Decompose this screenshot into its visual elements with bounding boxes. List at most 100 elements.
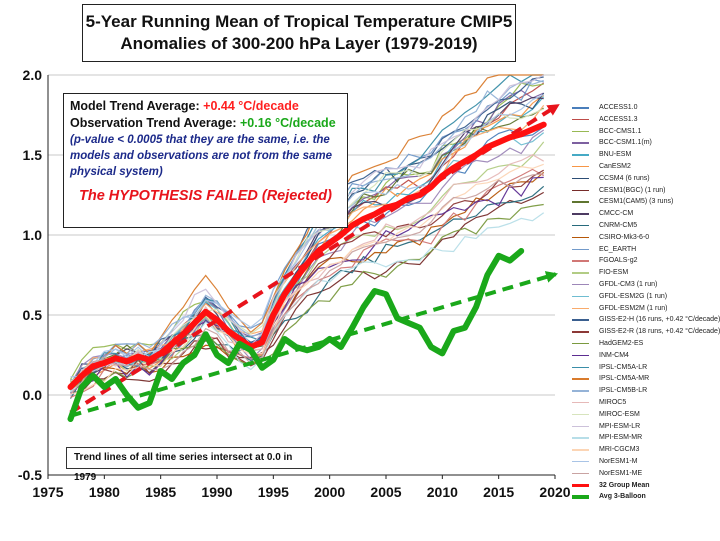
legend-item: CNRM-CM5: [572, 220, 718, 232]
y-tick-label: 2.0: [23, 67, 43, 83]
legend-swatch: [572, 130, 589, 133]
model-line-NorESM1-ME: [70, 173, 544, 395]
legend-swatch: [572, 354, 589, 357]
axis-layer: -0.5 0.0 0.5 1.0 1.5 2.0 1975 1980 1985 1990 1995 2…: [18, 67, 571, 500]
legend-item: CCSM4 (6 runs): [572, 173, 718, 185]
x-tick-label: 1995: [258, 484, 289, 500]
legend-swatch: [572, 272, 589, 274]
legend-swatch: [572, 248, 589, 251]
legend-swatch: [572, 401, 589, 404]
x-tick-label: 2015: [483, 484, 514, 500]
hypothesis-result: The HYPOTHESIS FAILED (Rejected): [79, 188, 332, 204]
legend-label: BCC-CMS1.1: [599, 127, 642, 135]
legend-item: ACCESS1.3: [572, 114, 718, 126]
legend-item: GISS-E2-R (18 runs, +0.42 °C/decade): [572, 326, 720, 338]
legend-item: INM-CM4: [572, 350, 718, 362]
y-tick-label: 1.0: [23, 227, 43, 243]
model-line-GFDL-ESM2M (1 run): [70, 104, 545, 387]
legend-item: CanESM2: [572, 161, 718, 173]
model-line-CESM1(BGC) (1 run): [70, 191, 544, 393]
legend-label: HadGEM2-ES: [599, 339, 644, 347]
legend-label: GISS-E2-H (16 runs, +0.42 °C/decade): [599, 316, 720, 324]
legend-item: MRI-CGCM3: [572, 444, 718, 456]
legend-item: CSIRO-Mk3-6-0: [572, 232, 718, 244]
legend-item: GISS-E2-H (16 runs, +0.42 °C/decade): [572, 314, 720, 326]
legend-label: EC_EARTH: [599, 245, 637, 253]
legend-label: MPI-ESM-LR: [599, 422, 641, 430]
legend-label: NorESM1-ME: [599, 469, 643, 477]
model-line-BCC-CSM1.1(m): [70, 89, 544, 381]
legend-label: FGOALS-g2: [599, 257, 638, 265]
legend-swatch: [572, 177, 589, 180]
legend-swatch: [572, 449, 589, 451]
obs-trend-label: Observation Trend Average:: [70, 116, 240, 130]
y-tick-label: 1.5: [23, 147, 43, 163]
legend-item: CESM1(CAM5) (3 runs): [572, 196, 718, 208]
legend-swatch: [572, 154, 589, 156]
legend-swatch: [572, 437, 589, 439]
legend-item: HadGEM2-ES: [572, 338, 718, 350]
legend-label: MPI-ESM-MR: [599, 434, 643, 442]
y-tick-label: -0.5: [18, 467, 42, 483]
series-layer: [67, 121, 547, 422]
legend-item: IPSL-CM5B-LR: [572, 385, 718, 397]
legend-label: NorESM1-M: [599, 457, 638, 465]
legend-label: GFDL-ESM2G (1 run): [599, 292, 668, 300]
x-tick-label: 2010: [427, 484, 458, 500]
chart-title-line-1: 5-Year Running Mean of Tropical Temperat…: [85, 12, 513, 31]
legend-label: GFDL-ESM2M (1 run): [599, 304, 668, 312]
legend-swatch: [572, 413, 589, 416]
chart-title-box: 5-Year Running Mean of Tropical Temperat…: [82, 4, 516, 62]
legend-label: BCC-CSM1.1(m): [599, 139, 652, 147]
legend-swatch: [572, 495, 589, 499]
legend: ACCESS1.0 ACCESS1.3 BCC-CMS1.1 BCC-CSM1.1(m…: [572, 102, 720, 503]
legend-swatch: [572, 307, 589, 310]
legend-label: CSIRO-Mk3-6-0: [599, 233, 650, 241]
model-line-CanESM2: [70, 94, 545, 388]
p-value-note: (p-value < 0.0005 that they are the same…: [70, 134, 333, 178]
legend-item: GFDL-CM3 (1 run): [572, 279, 718, 291]
legend-item: GFDL-ESM2M (1 run): [572, 303, 718, 315]
legend-swatch: [572, 236, 589, 239]
legend-swatch: [572, 331, 589, 333]
legend-swatch: [572, 460, 589, 463]
legend-swatch: [572, 189, 589, 192]
legend-swatch: [572, 201, 589, 203]
legend-label: ACCESS1.0: [599, 104, 638, 111]
legend-swatch: [572, 295, 589, 298]
legend-item: NorESM1-ME: [572, 468, 718, 480]
legend-label: CanESM2: [599, 162, 631, 170]
legend-swatch: [572, 366, 589, 369]
legend-swatch: [572, 483, 589, 487]
series-line-32-group-mean: [67, 121, 547, 390]
x-tick-label: 2020: [539, 484, 570, 500]
legend-label: CESM1(BGC) (1 run): [599, 186, 666, 194]
legend-item: MPI-ESM-MR: [572, 432, 718, 444]
legend-label: Avg 3-Balloon: [599, 493, 646, 501]
legend-label: GFDL-CM3 (1 run): [599, 280, 658, 288]
legend-label: 32 Group Mean: [599, 481, 650, 489]
legend-swatch: [572, 390, 589, 392]
legend-item: 32 Group Mean: [572, 480, 718, 492]
model-line-INM-CM4: [70, 176, 544, 394]
legend-label: MRI-CGCM3: [599, 446, 640, 454]
legend-item: BNU-ESM: [572, 149, 718, 161]
x-tick-label: 1980: [89, 484, 120, 500]
x-tick-label: 1985: [145, 484, 176, 500]
legend-item: BCC-CMS1.1: [572, 126, 718, 138]
legend-swatch: [572, 319, 589, 321]
legend-item: CESM1(BGC) (1 run): [572, 185, 718, 197]
legend-label: MIROC5: [599, 398, 627, 406]
legend-label: CCSM4 (6 runs): [599, 174, 650, 182]
legend-item: GFDL-ESM2G (1 run): [572, 291, 718, 303]
legend-item: NorESM1-M: [572, 456, 718, 468]
model-trend-text: Model Trend Average: +0.44 °C/decade: [70, 98, 341, 115]
legend-swatch: [572, 224, 589, 227]
legend-label: IPSL-CM5A-LR: [599, 363, 648, 371]
model-trend-label: Model Trend Average:: [70, 99, 204, 113]
legend-swatch: [572, 425, 589, 428]
legend-swatch: [572, 472, 589, 475]
obs-trend-text: Observation Trend Average: +0.16 °C/deca…: [70, 115, 341, 132]
x-tick-label: 2000: [314, 484, 345, 500]
